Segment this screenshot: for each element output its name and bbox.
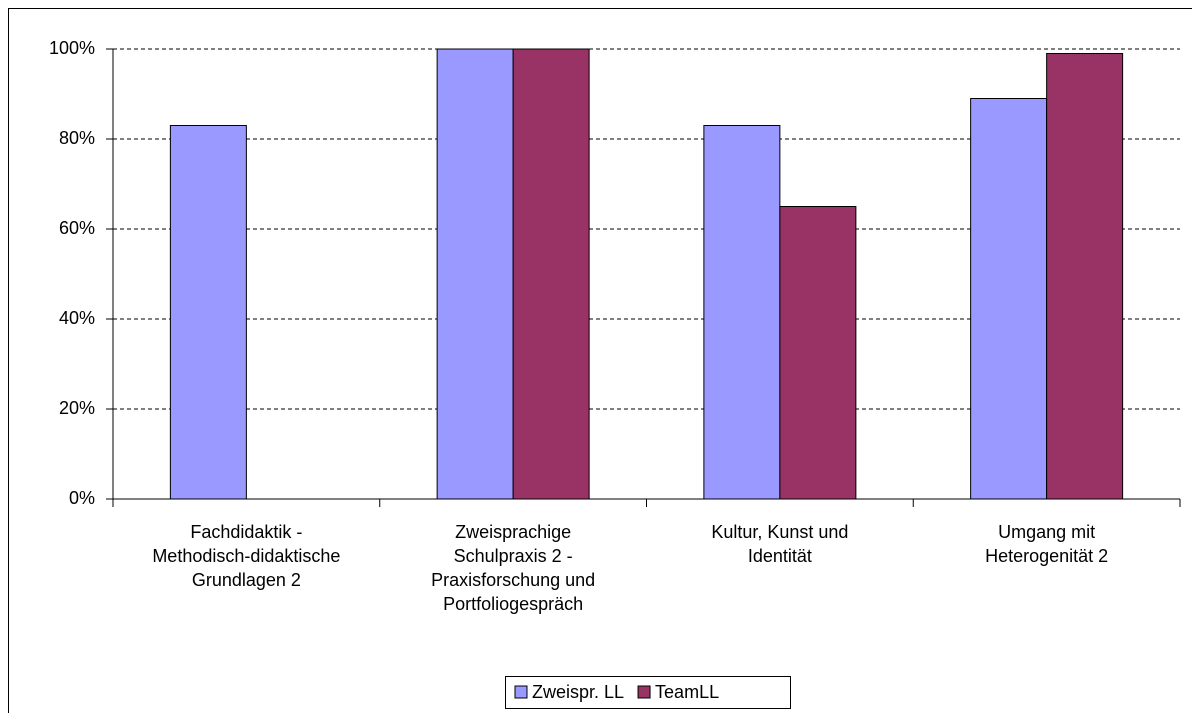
bar — [1046, 53, 1124, 500]
y-tick-label: 0% — [69, 488, 95, 508]
legend-swatch — [637, 685, 651, 699]
bar — [970, 98, 1048, 500]
x-tick-label: Kultur, Kunst und Identität — [711, 522, 848, 566]
legend-label: Zweispr. LL — [532, 682, 624, 702]
bar — [512, 48, 590, 500]
bar — [779, 206, 857, 500]
x-tick-label: Umgang mit Heterogenität 2 — [985, 522, 1108, 566]
bar — [169, 125, 247, 500]
y-tick-label: 80% — [59, 128, 95, 148]
x-tick-label: Fachdidaktik -Methodisch-didaktische Grun… — [152, 522, 340, 590]
y-tick-label: 20% — [59, 398, 95, 418]
bar — [436, 48, 514, 500]
legend-swatch — [514, 685, 528, 699]
x-tick-label: Zweisprachige Schulpraxis 2 -Praxisforsch… — [431, 522, 595, 614]
y-tick-label: 60% — [59, 218, 95, 238]
bar — [703, 125, 781, 500]
y-tick-label: 100% — [49, 38, 95, 58]
legend-label: TeamLL — [655, 682, 719, 702]
y-tick-label: 40% — [59, 308, 95, 328]
